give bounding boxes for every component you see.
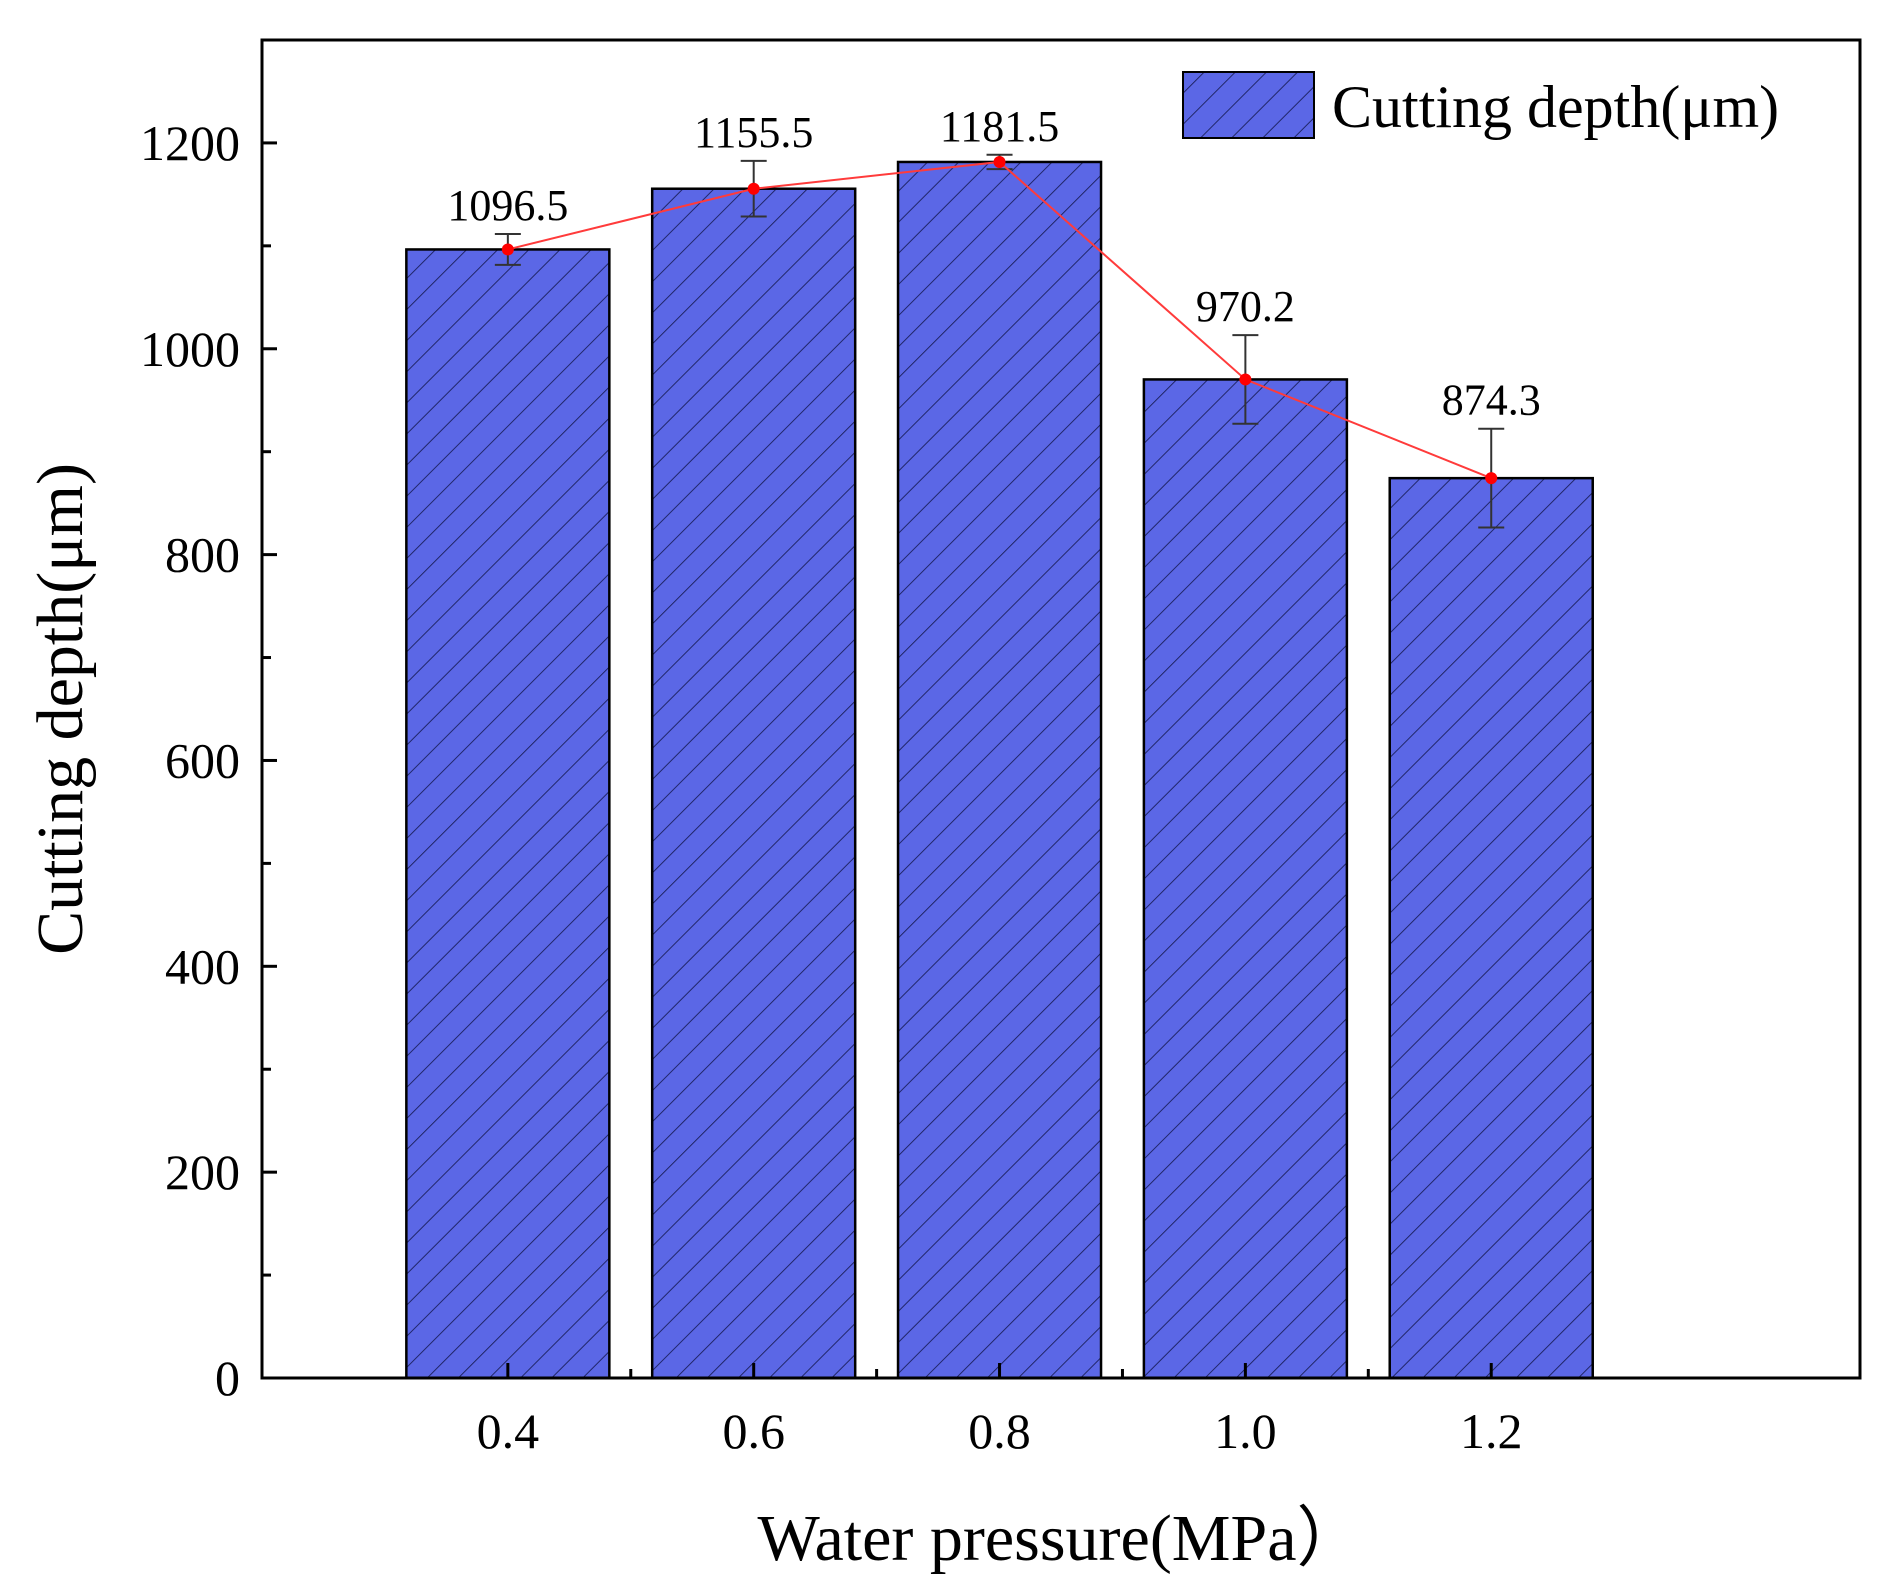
y-tick-label-0: 0 [215, 1350, 240, 1406]
x-tick-label-0.8: 0.8 [968, 1403, 1031, 1459]
bars-layer [405, 160, 1594, 1380]
y-tick-label-1200: 1200 [140, 115, 240, 171]
data-label-1.2: 874.3 [1442, 376, 1541, 425]
trend-marker-0.6 [747, 182, 760, 195]
trend-marker-1.2 [1485, 472, 1498, 485]
x-tick-label-1.2: 1.2 [1460, 1403, 1523, 1459]
y-tick-label-1000: 1000 [140, 321, 240, 377]
y-tick-label-800: 800 [165, 527, 240, 583]
x-tick-label-0.4: 0.4 [477, 1403, 540, 1459]
bar-0.8 [896, 160, 1103, 1380]
data-labels-layer: 1096.5 1155.5 1181.5 970.2 874.3 [447, 102, 1540, 425]
bar-1.0 [1142, 378, 1349, 1380]
y-axis-label: Cutting depth(μm) [24, 463, 97, 955]
plot-frame [260, 38, 1862, 1380]
x-tick-label-0.6: 0.6 [722, 1403, 785, 1459]
x-axis: 0.4 0.6 0.8 1.0 1.2 [477, 1363, 1523, 1459]
legend-label: Cutting depth(μm) [1332, 74, 1779, 140]
x-axis-label: Water pressure(MPa） [758, 1502, 1363, 1575]
y-tick-label-400: 400 [165, 938, 240, 994]
bar-1.2 [1388, 476, 1594, 1380]
trend-marker-0.4 [501, 243, 514, 256]
bar-0.4 [405, 248, 611, 1380]
trend-marker-0.8 [993, 155, 1006, 168]
x-tick-label-1.0: 1.0 [1214, 1403, 1277, 1459]
legend-swatch [1182, 71, 1315, 139]
data-label-0.4: 1096.5 [447, 181, 568, 230]
y-axis: 0 200 400 600 800 1000 1200 [140, 115, 277, 1406]
data-label-0.6: 1155.5 [694, 108, 813, 157]
trend-line-layer [501, 155, 1498, 485]
y-tick-label-600: 600 [165, 732, 240, 788]
data-label-1.0: 970.2 [1196, 282, 1295, 331]
bar-0.6 [650, 187, 857, 1380]
legend: Cutting depth(μm) [1182, 71, 1779, 140]
trend-marker-1.0 [1239, 373, 1252, 386]
data-label-0.8: 1181.5 [940, 102, 1059, 151]
y-tick-label-200: 200 [165, 1144, 240, 1200]
